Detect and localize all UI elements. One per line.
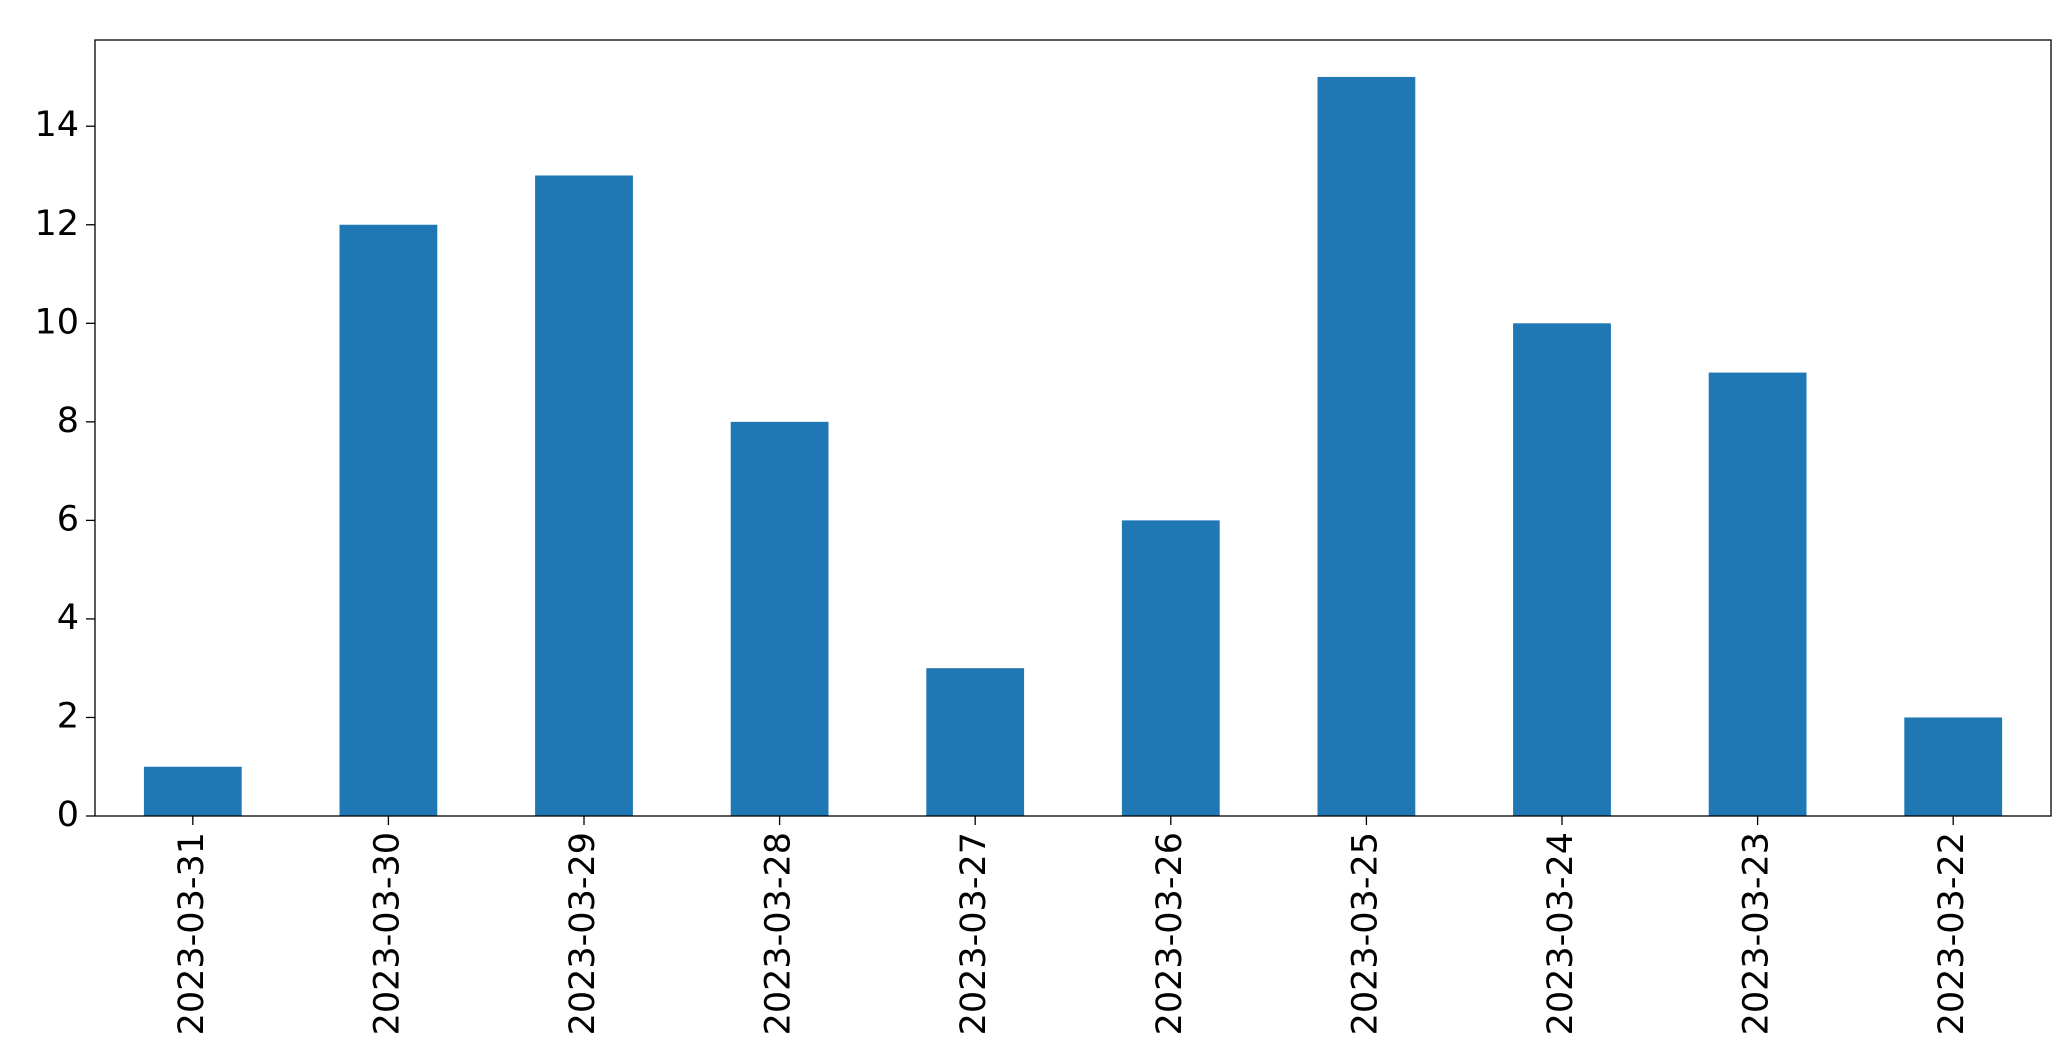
x-tick-label: 2023-03-31 (172, 832, 212, 1035)
y-tick-label: 14 (34, 105, 79, 145)
bar (1904, 717, 2003, 816)
y-tick-label: 2 (57, 696, 79, 736)
y-tick-label: 6 (57, 499, 79, 539)
x-tick-label: 2023-03-25 (1345, 832, 1385, 1035)
bar (143, 766, 242, 816)
x-tick-label: 2023-03-26 (1150, 832, 1190, 1035)
y-tick-label: 4 (57, 598, 79, 638)
bar (1708, 372, 1807, 816)
x-tick-label: 2023-03-29 (563, 832, 603, 1035)
y-tick-label: 10 (34, 302, 79, 342)
bar (1513, 323, 1611, 816)
plot-frame (94, 39, 2052, 817)
bar (535, 175, 633, 816)
x-tick-label: 2023-03-30 (367, 832, 407, 1035)
x-tick-label: 2023-03-27 (954, 832, 994, 1035)
x-tick-label: 2023-03-23 (1737, 832, 1777, 1035)
bar (1121, 520, 1220, 816)
x-tick-label: 2023-03-28 (759, 832, 799, 1035)
bar (730, 421, 829, 816)
x-tick-label: 2023-03-22 (1932, 832, 1972, 1035)
y-tick-label: 0 (57, 795, 79, 835)
bar (926, 668, 1025, 816)
x-tick-label: 2023-03-24 (1541, 832, 1581, 1035)
bar (1317, 76, 1416, 816)
y-tick-label: 8 (57, 401, 79, 441)
bar (339, 224, 438, 816)
y-tick-label: 12 (34, 204, 79, 244)
